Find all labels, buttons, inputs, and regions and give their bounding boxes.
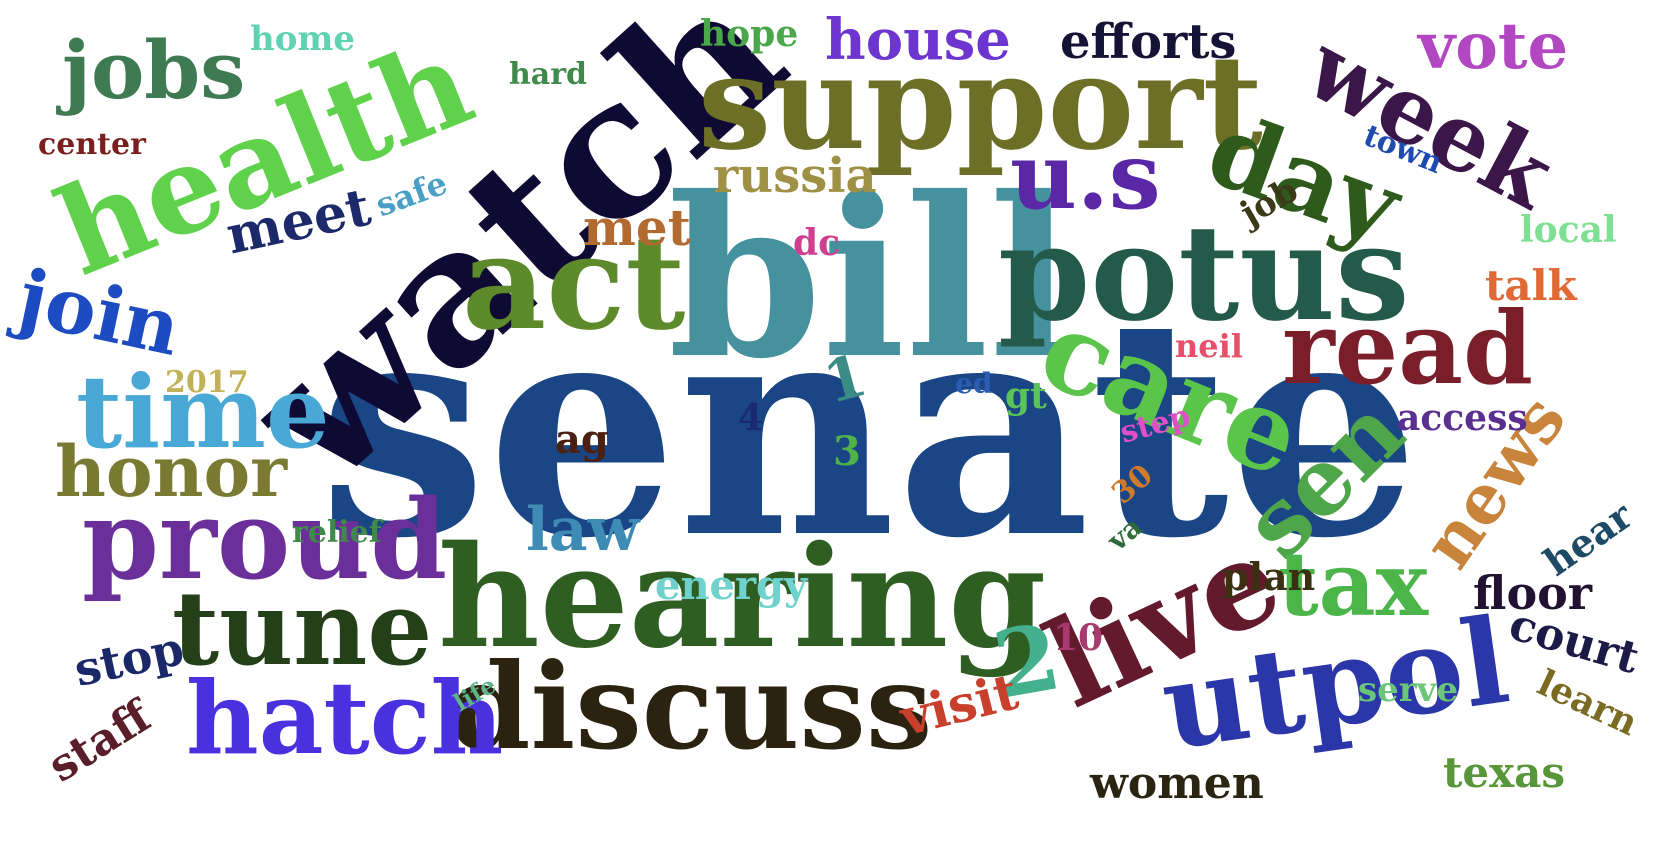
word-floor: floor — [1473, 566, 1593, 620]
word-ed: ed — [955, 367, 993, 400]
word-hearing: hearing — [438, 516, 1047, 680]
word-hope: hope — [700, 13, 799, 55]
word-4: 4 — [738, 397, 764, 439]
word-time: time — [76, 353, 330, 471]
word-texas: texas — [1443, 748, 1566, 797]
word-russia: russia — [713, 148, 877, 204]
word-read: read — [1282, 289, 1534, 407]
word-vote: vote — [1418, 9, 1569, 84]
word-court: court — [1503, 598, 1645, 685]
word-support: support — [698, 26, 1263, 179]
word-neil: neil — [1175, 327, 1243, 365]
word-hatch: hatch — [186, 659, 504, 777]
word-efforts: efforts — [1060, 14, 1237, 70]
word-law: law — [526, 495, 640, 565]
word-ag: ag — [555, 416, 609, 463]
word-tune: tune — [172, 569, 433, 689]
word-discuss: discuss — [448, 637, 933, 776]
word-senate: senate — [318, 251, 1420, 604]
word-serve: serve — [1358, 670, 1459, 710]
word-honor: honor — [55, 430, 288, 513]
word-tax: tax — [1278, 532, 1429, 636]
word-bill: bill — [668, 148, 1073, 407]
word-access: access — [1397, 397, 1528, 439]
word-plan: plan — [1222, 554, 1316, 599]
word-3: 3 — [833, 428, 861, 475]
word-gt: gt — [1005, 375, 1047, 417]
word-local: local — [1520, 209, 1617, 251]
word-relief: relief — [292, 515, 382, 550]
word-act: act — [462, 206, 686, 359]
word-stop: stop — [69, 621, 189, 697]
word-hard: hard — [509, 57, 588, 92]
word-dc: dc — [793, 222, 841, 264]
word-10: 10 — [1053, 617, 1104, 659]
word-met: met — [583, 198, 691, 257]
word-us: u.s — [1010, 122, 1161, 230]
word-proud: proud — [82, 475, 448, 604]
word-center: center — [38, 127, 146, 162]
word-women: women — [1090, 758, 1264, 809]
word-talk: talk — [1485, 261, 1577, 310]
word-house: house — [825, 7, 1011, 73]
word-jobs: jobs — [62, 23, 246, 117]
word-staff: staff — [39, 690, 160, 793]
word-energy: energy — [655, 562, 808, 609]
word-home: home — [250, 19, 356, 59]
word-potus: potus — [998, 196, 1410, 351]
word-2017: 2017 — [165, 365, 249, 400]
